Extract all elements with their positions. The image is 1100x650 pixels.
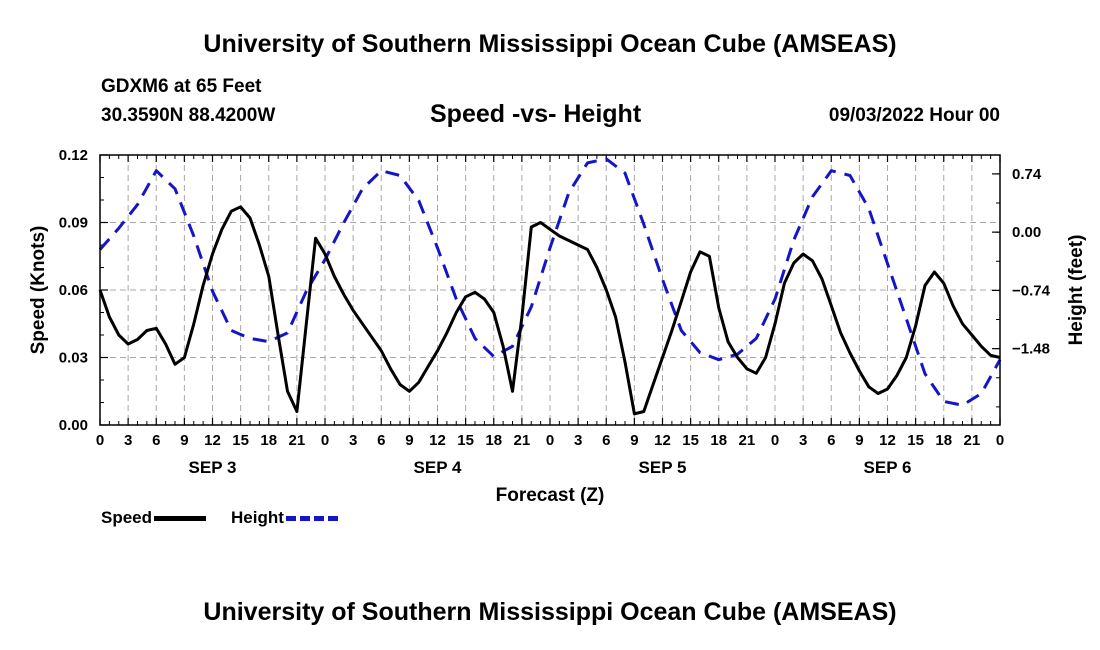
legend-speed-label: Speed	[101, 508, 153, 527]
legend-height-swatch	[285, 515, 338, 521]
forecast-datetime: 09/03/2022 Hour 00	[828, 105, 1000, 126]
y-left-tick-label: 0.00	[59, 417, 88, 434]
x-tick-label: 18	[935, 432, 952, 449]
x-tick-label: 6	[377, 432, 385, 449]
x-tick-label: 9	[405, 432, 413, 449]
day-label: SEP 3	[189, 458, 237, 477]
day-label: SEP 5	[639, 458, 687, 477]
x-tick-label: 0	[546, 432, 554, 449]
legend-speed: Speed	[101, 508, 207, 528]
x-tick-label: 15	[457, 432, 474, 449]
day-label: SEP 6	[864, 458, 912, 477]
y-right-tick-label: −1.48	[1012, 341, 1050, 358]
station-label: GDXM6 at 65 Feet	[101, 76, 262, 97]
x-tick-label: 12	[204, 432, 221, 449]
chart-subtitle: Speed -vs- Height	[430, 100, 642, 128]
y-right-tick-label: 0.74	[1012, 166, 1042, 183]
footer-title: University of Southern Mississippi Ocean…	[203, 598, 897, 626]
x-tick-label: 6	[152, 432, 160, 449]
x-tick-label: 9	[855, 432, 863, 449]
x-tick-label: 21	[514, 432, 531, 449]
x-tick-label: 12	[654, 432, 671, 449]
x-tick-label: 12	[879, 432, 896, 449]
legend-speed-swatch	[154, 515, 207, 521]
x-tick-label: 6	[827, 432, 835, 449]
x-tick-label: 3	[574, 432, 582, 449]
x-tick-label: 6	[602, 432, 610, 449]
x-tick-label: 21	[964, 432, 981, 449]
plot-frame	[99, 154, 1001, 426]
y-left-tick-label: 0.09	[59, 215, 88, 232]
legend-height: Height	[231, 508, 338, 528]
x-tick-label: 9	[630, 432, 638, 449]
x-tick-label: 18	[260, 432, 277, 449]
speed-series-line	[98, 205, 1001, 416]
x-tick-label: 0	[996, 432, 1004, 449]
x-tick-label: 3	[124, 432, 132, 449]
legend-height-label: Height	[231, 508, 284, 527]
x-tick-label: 18	[485, 432, 502, 449]
y-left-tick-label: 0.12	[59, 147, 88, 164]
y-right-tick-label: 0.00	[1012, 224, 1041, 241]
x-tick-label: 9	[180, 432, 188, 449]
x-tick-label: 3	[799, 432, 807, 449]
y-left-tick-label: 0.03	[59, 350, 88, 367]
coordinates-label: 30.3590N 88.4200W	[101, 105, 276, 126]
x-tick-label: 21	[739, 432, 756, 449]
x-tick-label: 15	[682, 432, 699, 449]
height-series-line	[98, 157, 1002, 407]
y-left-tick-label: 0.06	[59, 282, 88, 299]
x-tick-label: 21	[289, 432, 306, 449]
x-tick-label: 3	[349, 432, 357, 449]
y-left-axis-title: Speed (Knots)	[28, 226, 49, 355]
x-tick-label: 18	[710, 432, 727, 449]
x-tick-label: 15	[232, 432, 249, 449]
chart-title: University of Southern Mississippi Ocean…	[203, 30, 897, 58]
x-axis-title: Forecast (Z)	[496, 485, 605, 506]
y-right-tick-label: −0.74	[1012, 282, 1051, 299]
day-label: SEP 4	[414, 458, 462, 477]
x-tick-label: 0	[771, 432, 779, 449]
x-tick-label: 0	[321, 432, 329, 449]
y-right-axis-title: Height (feet)	[1066, 235, 1087, 346]
x-tick-label: 15	[907, 432, 924, 449]
x-tick-label: 0	[96, 432, 104, 449]
x-tick-label: 12	[429, 432, 446, 449]
